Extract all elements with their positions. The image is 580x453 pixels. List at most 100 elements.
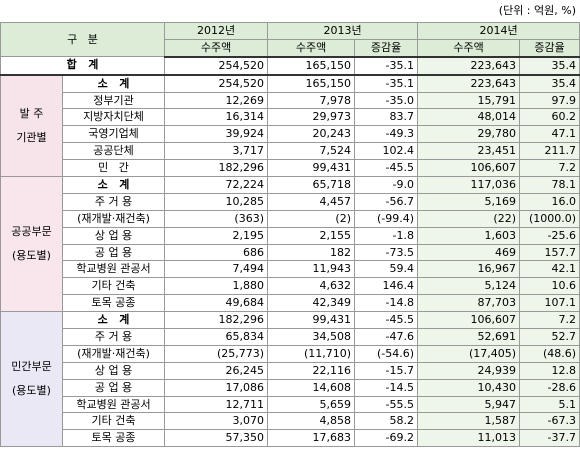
cell-value: 57,350 [164, 429, 269, 448]
row: 정부기관 12,269 7,978 -35.0 15,791 97.9 [1, 91, 580, 110]
cell-value: 211.7 [519, 142, 580, 161]
row-label: 상 업 용 [61, 226, 166, 245]
row: 상 업 용 2,195 2,155 -1.8 1,603 -25.6 [1, 226, 580, 245]
row-label: (재개발·재건축) [61, 209, 166, 228]
row-label: 주 거 용 [61, 328, 166, 346]
cell-value: 4,858 [267, 412, 356, 431]
cell-value: 11,013 [417, 429, 521, 448]
header-title: 구 분 [0, 21, 166, 58]
cell-value: 35.4 [519, 74, 580, 93]
cell-value: 7,978 [267, 91, 356, 110]
cell-value: 42.1 [519, 260, 580, 279]
cell-value: 117,036 [417, 176, 521, 194]
row: 토목 공종 49,684 42,349 -14.8 87,703 107.1 [1, 294, 580, 313]
cell-value: 72,224 [164, 176, 269, 194]
cell-value: 34,508 [267, 328, 356, 346]
cell-value: 99,431 [267, 311, 356, 330]
cell-value: 3,070 [164, 412, 269, 431]
cell-value: -9.0 [354, 176, 419, 194]
row: 수주액 수주액 증감율 수주액 증감율 [1, 38, 580, 58]
cell-value: 78.1 [519, 176, 580, 194]
row-label: 상 업 용 [61, 361, 166, 380]
cell-value: 15,791 [417, 91, 521, 110]
row: 합 계 254,520 165,150 -35.1 223,643 35.4 [0, 56, 580, 76]
group-label: 발 주 기관별 [0, 74, 63, 178]
cell-value: 48,014 [417, 108, 521, 127]
cell-value: 182 [267, 243, 356, 262]
cell-value: (1000.0) [519, 209, 580, 228]
cell-value: 254,520 [164, 56, 269, 76]
row: 구 분 2012년 2013년 2014년 [0, 21, 580, 58]
row-label: 학교병원 관공서 [61, 260, 166, 279]
cell-value: -35.0 [354, 91, 419, 110]
row: 주 거 용 65,834 34,508 -47.6 52,691 52.7 [1, 328, 580, 346]
cell-value: (11,710) [267, 344, 356, 363]
cell-value: -14.5 [354, 378, 419, 397]
cell-value: (48.6) [519, 344, 580, 363]
cell-value: -73.5 [354, 243, 419, 262]
cell-value: 22,116 [267, 361, 356, 380]
cell-value: 5,947 [417, 395, 521, 414]
row-label: 국영기업체 [61, 125, 166, 144]
row-label: 공 업 용 [61, 378, 166, 397]
cell-value: -45.5 [354, 311, 419, 330]
row: 토목 공종 57,350 17,683 -69.2 11,013 -37.7 [1, 429, 580, 448]
cell-value: 5,659 [267, 395, 356, 414]
cell-value: -47.6 [354, 328, 419, 346]
cell-value: 52,691 [417, 328, 521, 346]
cell-value: -45.5 [354, 159, 419, 178]
cell-value: 7.2 [519, 311, 580, 330]
cell-value: 65,718 [267, 176, 356, 194]
row-label: 민 간 [61, 159, 166, 178]
cell-value: 102.4 [354, 142, 419, 161]
cell-value: 157.7 [519, 243, 580, 262]
cell-value: 35.4 [519, 56, 580, 76]
cell-value: 469 [417, 243, 521, 262]
cell-value: 146.4 [354, 277, 419, 296]
cell-value: 10.6 [519, 277, 580, 296]
cell-value: 24,939 [417, 361, 521, 380]
cell-value: 12.8 [519, 361, 580, 380]
cell-value: 223,643 [417, 56, 521, 76]
cell-value: 12,711 [164, 395, 269, 414]
cell-value: (25,773) [164, 344, 269, 363]
row-label: 지방자치단체 [61, 108, 166, 127]
cell-value: 2,155 [267, 226, 356, 245]
cell-value: 5.1 [519, 395, 580, 414]
row: 학교병원 관공서 12,711 5,659 -55.5 5,947 5.1 [1, 395, 580, 414]
cell-value: -15.7 [354, 361, 419, 380]
cell-value: 23,451 [417, 142, 521, 161]
cell-value: 165,150 [267, 56, 356, 76]
row-label: 기타 건축 [61, 412, 166, 431]
cell-value: 223,643 [417, 74, 521, 93]
cell-value: 58.2 [354, 412, 419, 431]
row: 공 업 용 17,086 14,608 -14.5 10,430 -28.6 [1, 378, 580, 397]
header-sub: 증감율 [519, 38, 580, 58]
header-year: 2014년 [417, 22, 580, 40]
cell-value: -35.1 [354, 74, 419, 93]
row: 지방자치단체 16,314 29,973 83.7 48,014 60.2 [1, 108, 580, 127]
cell-value: (-54.6) [354, 344, 419, 363]
header-year: 2013년 [267, 22, 419, 40]
cell-value: -14.8 [354, 294, 419, 313]
row-label: 공공단체 [61, 142, 166, 161]
cell-value: 49,684 [164, 294, 269, 313]
row: 기타 건축 1,880 4,632 146.4 5,124 10.6 [1, 277, 580, 296]
cell-value: -1.8 [354, 226, 419, 245]
row: 상 업 용 26,245 22,116 -15.7 24,939 12.8 [1, 361, 580, 380]
cell-value: -55.5 [354, 395, 419, 414]
cell-value: 11,943 [267, 260, 356, 279]
row: 학교병원 관공서 7,494 11,943 59.4 16,967 42.1 [1, 260, 580, 279]
cell-value: 17,683 [267, 429, 356, 448]
cell-value: 4,632 [267, 277, 356, 296]
cell-value: (2) [267, 209, 356, 228]
cell-value: (17,405) [417, 344, 521, 363]
group-label-line: (용도별) [12, 384, 51, 398]
cell-value: 14,608 [267, 378, 356, 397]
cell-value: (22) [417, 209, 521, 228]
row-label: 공 업 용 [61, 243, 166, 262]
row: (재개발·재건축) (25,773) (11,710) (-54.6) (17,405)… [1, 344, 580, 363]
row-label: 정부기관 [61, 91, 166, 110]
cell-value: 12,269 [164, 91, 269, 110]
row: 기타 건축 3,070 4,858 58.2 1,587 -67.3 [1, 412, 580, 431]
